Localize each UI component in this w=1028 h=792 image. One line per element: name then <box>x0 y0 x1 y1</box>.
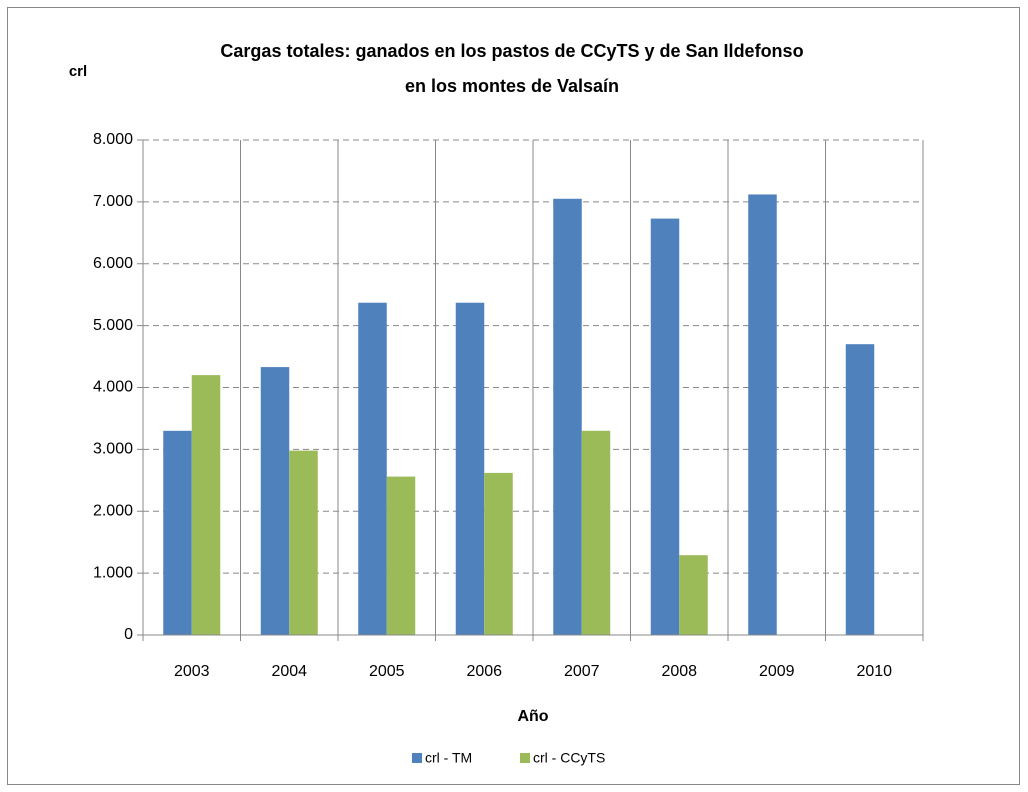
x-axis-label: Año <box>517 708 548 725</box>
y-tick-label: 2.000 <box>93 502 133 519</box>
x-tick-label: 2003 <box>174 663 210 680</box>
y-tick-label: 5.000 <box>93 317 133 334</box>
y-tick-label: 8.000 <box>93 131 133 148</box>
x-tick-label: 2009 <box>759 663 795 680</box>
legend-label: crl - TM <box>425 750 472 766</box>
y-tick-label: 0 <box>124 626 133 643</box>
bar <box>163 430 192 635</box>
bar <box>679 555 708 635</box>
x-tick-label: 2008 <box>661 663 697 680</box>
bar <box>581 430 611 635</box>
y-axis-label: crl <box>69 63 87 80</box>
y-tick-label: 6.000 <box>93 255 133 272</box>
y-tick-label: 7.000 <box>93 193 133 210</box>
legend-swatch <box>412 753 422 763</box>
chart-title: Cargas totales: ganados en los pastos de… <box>220 41 803 61</box>
bar <box>650 218 680 636</box>
y-tick-label: 3.000 <box>93 441 133 458</box>
legend-swatch <box>520 753 530 763</box>
bar <box>748 194 777 635</box>
x-tick-label: 2007 <box>564 663 600 680</box>
bar <box>191 375 221 635</box>
bar <box>358 302 387 635</box>
bar <box>260 367 290 635</box>
x-tick-label: 2006 <box>466 663 502 680</box>
x-tick-label: 2005 <box>369 663 405 680</box>
bar <box>845 344 875 635</box>
bar <box>484 472 513 635</box>
bar <box>289 450 318 635</box>
chart-title: en los montes de Valsaín <box>405 76 619 96</box>
bar <box>386 476 416 635</box>
bar <box>553 198 582 635</box>
y-tick-label: 4.000 <box>93 379 133 396</box>
bar <box>455 302 485 635</box>
x-tick-label: 2010 <box>856 663 892 680</box>
x-tick-label: 2004 <box>271 663 307 680</box>
legend-label: crl - CCyTS <box>533 750 605 766</box>
y-tick-label: 1.000 <box>93 564 133 581</box>
